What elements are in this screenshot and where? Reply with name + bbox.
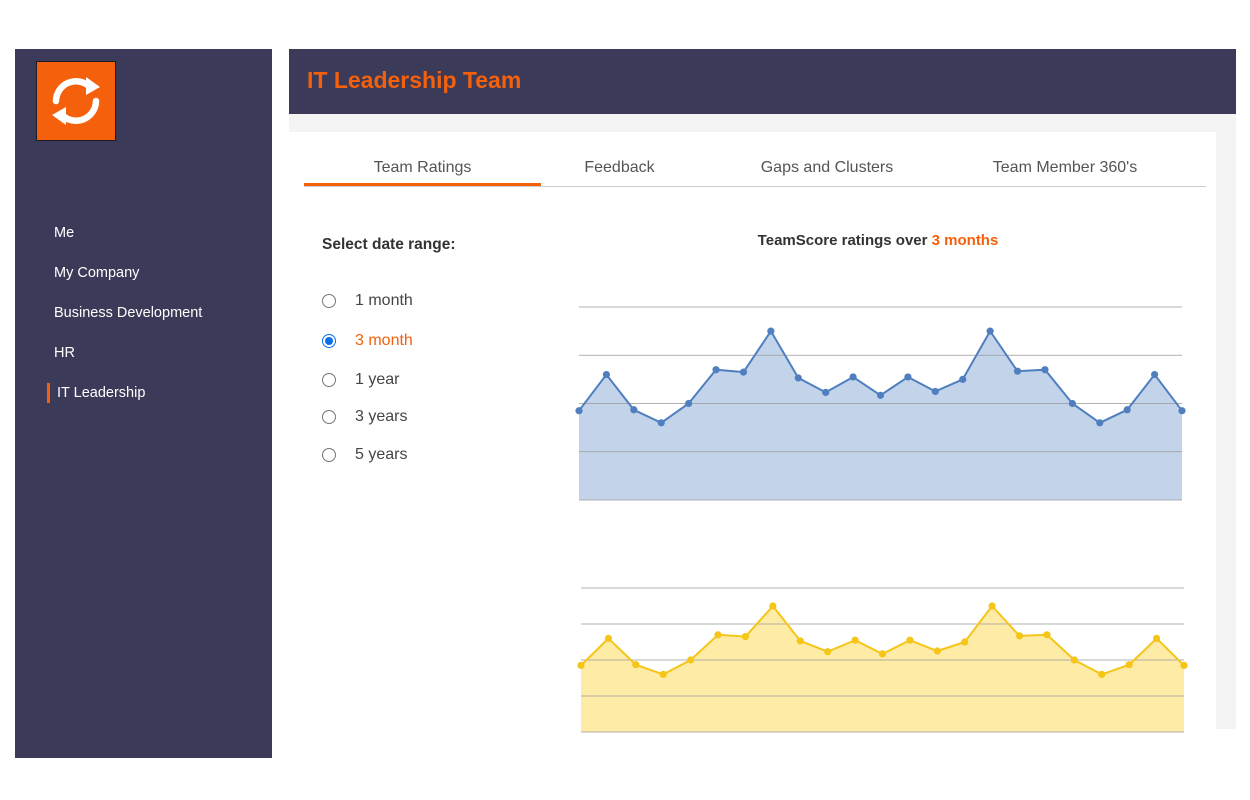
date-option-5-years[interactable]: 5 years — [322, 444, 407, 466]
data-point — [1070, 656, 1078, 664]
area-fill — [581, 606, 1184, 732]
chart-title-prefix: TeamScore ratings over — [757, 232, 932, 249]
data-point — [714, 631, 722, 639]
page-title: IT Leadership Team — [307, 67, 522, 93]
radio-button[interactable] — [322, 373, 336, 387]
data-point — [1013, 367, 1022, 375]
data-point — [687, 656, 695, 664]
data-point — [741, 633, 750, 641]
data-point — [1152, 634, 1161, 642]
sidebar-item-hr[interactable]: HR — [54, 345, 75, 361]
data-point — [1096, 419, 1104, 427]
date-option-3-years[interactable]: 3 years — [322, 406, 407, 428]
app-logo[interactable] — [36, 61, 116, 141]
data-point — [1178, 407, 1186, 415]
data-point — [1068, 399, 1076, 408]
data-point — [632, 661, 640, 669]
tab-bar: Team Ratings Feedback Gaps and Clusters … — [304, 152, 1206, 187]
teamscore-charts — [575, 306, 1188, 733]
refresh-icon — [52, 77, 100, 125]
area-fill — [579, 331, 1182, 500]
data-point — [604, 634, 613, 642]
data-point — [906, 636, 914, 644]
radio-button[interactable] — [322, 448, 336, 462]
data-point — [961, 638, 969, 646]
sidebar-item-it-leadership[interactable]: IT Leadership — [47, 383, 145, 403]
data-point — [794, 374, 802, 382]
data-point — [933, 647, 941, 655]
area-chart-2 — [577, 587, 1188, 733]
radio-button[interactable] — [322, 410, 336, 424]
data-point — [931, 387, 939, 396]
tab-feedback[interactable]: Feedback — [584, 159, 655, 176]
radio-label: 3 month — [355, 332, 413, 349]
data-point — [1150, 370, 1159, 379]
data-point — [849, 373, 857, 381]
area-chart-1 — [575, 306, 1186, 501]
data-point — [1043, 631, 1051, 639]
radio-button[interactable] — [322, 294, 336, 308]
date-option-3-month[interactable]: 3 month — [322, 330, 413, 352]
data-point — [876, 391, 885, 399]
chart-title-range: 3 months — [931, 232, 999, 249]
data-point — [824, 648, 832, 656]
data-point — [822, 388, 830, 397]
data-point — [1180, 661, 1188, 670]
main-panel: Team Ratings Feedback Gaps and Clusters … — [289, 132, 1216, 762]
data-point — [1123, 406, 1131, 414]
data-point — [1041, 366, 1049, 374]
data-point — [575, 407, 583, 415]
data-point — [986, 327, 994, 335]
data-point — [904, 373, 912, 381]
tab-gaps-and-clusters[interactable]: Gaps and Clusters — [760, 159, 894, 176]
data-point — [685, 399, 693, 408]
data-point — [739, 368, 748, 376]
chart-title: TeamScore ratings over 3 months — [578, 232, 1178, 249]
data-point — [851, 636, 859, 644]
page-header: IT Leadership Team — [289, 49, 1236, 114]
sidebar-item-me[interactable]: Me — [54, 225, 75, 241]
data-point — [1015, 632, 1024, 640]
data-point — [767, 327, 775, 335]
data-point — [657, 419, 665, 427]
radio-label: 1 month — [355, 292, 413, 309]
date-option-1-year[interactable]: 1 year — [322, 369, 399, 391]
data-point — [959, 375, 967, 383]
data-point — [659, 670, 667, 679]
data-point — [1098, 670, 1106, 679]
data-point — [630, 406, 638, 414]
tab-team-ratings[interactable]: Team Ratings — [304, 152, 541, 186]
data-point — [602, 370, 611, 379]
data-point — [878, 650, 887, 658]
tab-team-member-360s[interactable]: Team Member 360's — [992, 159, 1138, 176]
data-point — [988, 602, 996, 610]
radio-label: 5 years — [355, 446, 408, 463]
date-range-label: Select date range: — [322, 236, 456, 253]
sidebar-item-my-company[interactable]: My Company — [54, 265, 140, 281]
radio-button[interactable] — [322, 334, 336, 348]
sidebar: Me My Company Business Development HR IT… — [15, 49, 272, 758]
data-point — [769, 602, 777, 610]
radio-label: 1 year — [355, 371, 400, 388]
date-option-1-month[interactable]: 1 month — [322, 290, 413, 312]
data-point — [796, 637, 804, 645]
sidebar-item-business-development[interactable]: Business Development — [54, 305, 203, 321]
radio-label: 3 years — [355, 408, 408, 425]
data-point — [1125, 661, 1133, 669]
data-point — [577, 661, 585, 670]
data-point — [712, 366, 720, 374]
